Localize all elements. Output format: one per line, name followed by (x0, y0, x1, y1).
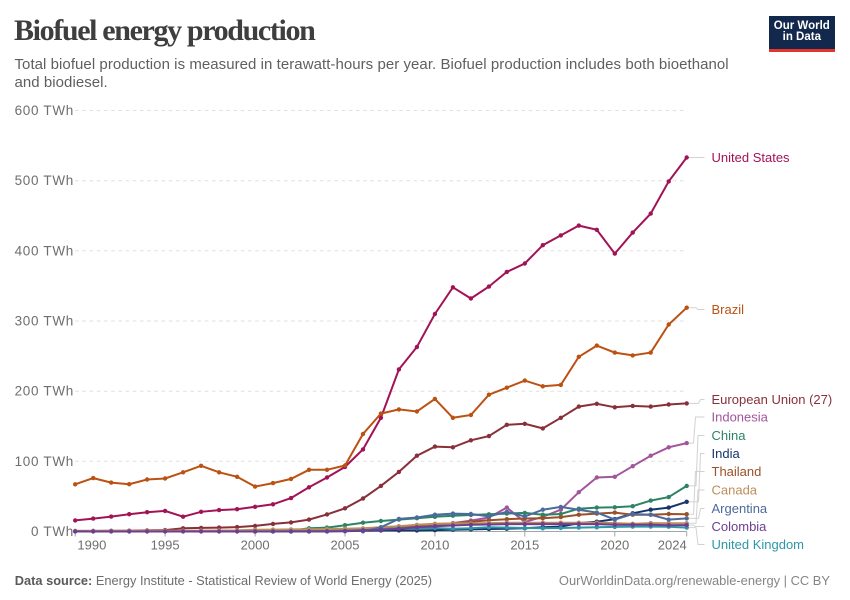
svg-text:2020: 2020 (600, 538, 629, 553)
svg-text:200 TWh: 200 TWh (15, 384, 74, 399)
svg-text:European Union (27): European Union (27) (712, 392, 833, 407)
svg-text:Brazil: Brazil (712, 302, 745, 317)
svg-text:500 TWh: 500 TWh (15, 173, 74, 188)
svg-text:2015: 2015 (510, 538, 539, 553)
svg-text:Thailand: Thailand (712, 464, 762, 479)
svg-text:2010: 2010 (420, 538, 449, 553)
svg-text:Indonesia: Indonesia (712, 410, 769, 425)
svg-text:China: China (712, 428, 747, 443)
svg-text:1995: 1995 (151, 538, 180, 553)
svg-text:2005: 2005 (331, 538, 360, 553)
svg-text:600 TWh: 600 TWh (15, 103, 74, 118)
svg-text:Argentina: Argentina (712, 501, 768, 516)
svg-text:100 TWh: 100 TWh (15, 454, 74, 469)
svg-text:2000: 2000 (241, 538, 270, 553)
svg-text:United Kingdom: United Kingdom (712, 537, 805, 552)
svg-text:400 TWh: 400 TWh (15, 243, 74, 258)
svg-text:Colombia: Colombia (712, 519, 768, 534)
svg-text:2024: 2024 (658, 538, 687, 553)
svg-text:1990: 1990 (77, 538, 106, 553)
svg-text:United States: United States (712, 150, 791, 165)
svg-text:India: India (712, 446, 741, 461)
svg-text:300 TWh: 300 TWh (15, 314, 74, 329)
svg-text:Canada: Canada (712, 483, 758, 498)
svg-text:0 TWh: 0 TWh (31, 524, 74, 539)
